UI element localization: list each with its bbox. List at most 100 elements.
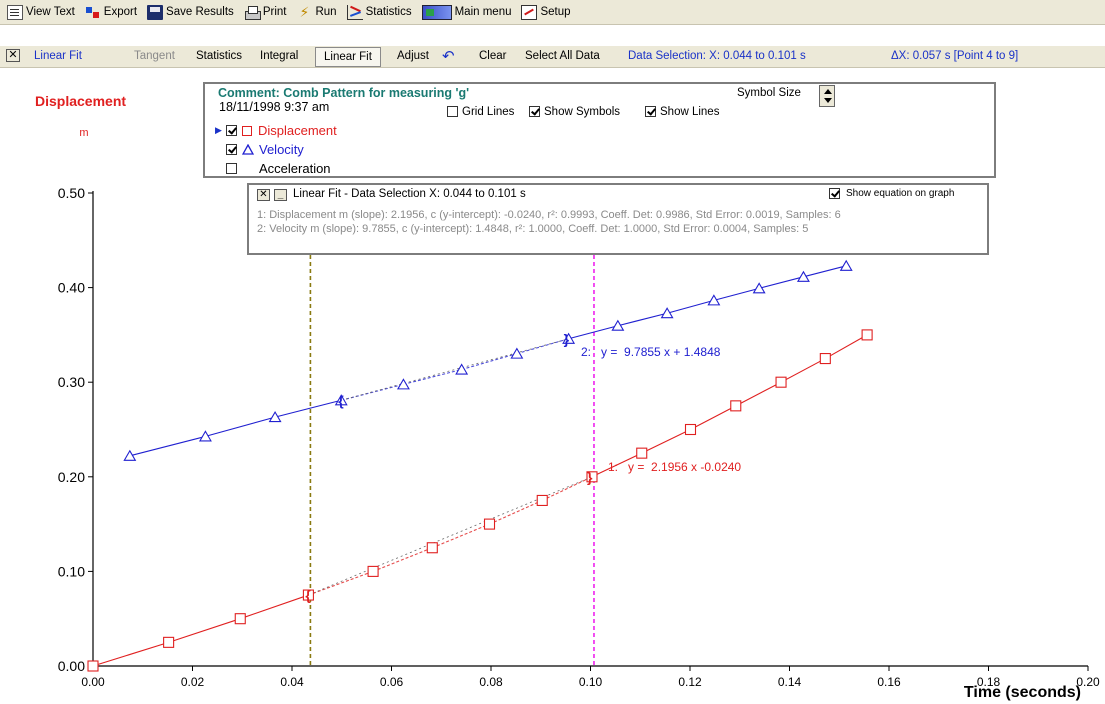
series-segment-2 — [617, 312, 668, 327]
setup-label: Setup — [540, 6, 571, 18]
velocity-point — [334, 394, 348, 406]
analysis-mode-label: Linear Fit — [34, 50, 82, 62]
x-tick-label: 0.12 — [678, 675, 702, 689]
displacement-legend-label: Displacement — [258, 123, 337, 138]
export-icon — [85, 5, 101, 20]
print-button[interactable]: Print — [241, 1, 294, 23]
setup-icon — [521, 4, 538, 20]
series-segment-1 — [591, 452, 642, 478]
save-icon — [147, 4, 164, 20]
undo-icon[interactable]: ↶ — [442, 48, 455, 65]
linear-fit-button[interactable]: Linear Fit — [315, 47, 381, 67]
show-equation-checkbox[interactable] — [829, 188, 840, 199]
y-tick-label: 0.20 — [58, 469, 85, 485]
grid-lines-checkbox[interactable] — [447, 106, 458, 118]
x-tick-label: 0.14 — [778, 675, 802, 689]
x-tick-label: 0.18 — [977, 675, 1001, 689]
run-button[interactable]: ⚡ Run — [293, 1, 343, 23]
triangle-marker-icon — [242, 144, 254, 155]
series-segment-1 — [240, 594, 309, 620]
legend-item-displacement[interactable]: ▶ Displacement — [215, 123, 337, 138]
show-symbols-option[interactable]: Show Symbols — [529, 106, 620, 118]
square-marker-icon — [242, 125, 252, 136]
fit-range-end-bracket: } — [587, 469, 593, 485]
selected-series-arrow-icon: ▶ — [215, 125, 222, 135]
statistics-icon — [346, 4, 363, 20]
show-symbols-checkbox[interactable] — [529, 106, 540, 118]
series-segment-1 — [308, 570, 374, 596]
displacement-point — [536, 494, 548, 507]
analysis-toolbar: ✕ Linear Fit Tangent Statistics Integral… — [0, 45, 1105, 68]
clear-button[interactable]: Clear — [479, 50, 507, 62]
main-menu-label: Main menu — [454, 6, 512, 18]
show-lines-checkbox[interactable] — [645, 106, 656, 118]
x-axis-title: Time (seconds) — [964, 684, 1081, 701]
show-equation-option[interactable]: Show equation on graph — [829, 188, 954, 199]
series-segment-2 — [461, 353, 518, 371]
show-lines-option[interactable]: Show Lines — [645, 106, 719, 118]
select-all-data-button[interactable]: Select All Data — [525, 50, 600, 62]
axes: 0.00 0.02 0.04 0.06 0.08 0.10 0.12 0.14 0.16 0.18… — [58, 185, 1100, 689]
series-segment-2 — [516, 338, 569, 355]
velocity-point — [752, 282, 766, 294]
minimize-fit-panel-button[interactable]: _ — [274, 189, 287, 201]
acceleration-checkbox[interactable] — [226, 163, 237, 174]
statistics-button[interactable]: Statistics — [344, 1, 419, 23]
grid-lines-option[interactable]: Grid Lines — [447, 106, 514, 118]
grid-lines-label: Grid Lines — [462, 106, 515, 118]
toolbar-spacer — [0, 26, 1105, 45]
save-results-button[interactable]: Save Results — [144, 1, 241, 23]
symbol-size-label: Symbol Size — [737, 87, 801, 99]
run-label: Run — [315, 6, 337, 18]
export-button[interactable]: Export — [82, 1, 144, 23]
export-label: Export — [103, 6, 138, 18]
statistics-label: Statistics — [365, 6, 412, 18]
displacement-point — [234, 613, 246, 625]
view-text-icon — [7, 4, 23, 20]
y-tick-label: 0.10 — [58, 563, 85, 579]
series-segment-2 — [274, 399, 342, 418]
legend-item-acceleration[interactable]: Acceleration — [215, 161, 331, 176]
series-segment-2 — [341, 383, 404, 401]
save-results-label: Save Results — [166, 6, 234, 18]
series-segment-1 — [372, 547, 433, 572]
fit-line-2 — [341, 338, 569, 401]
selection-cursors[interactable] — [309, 255, 595, 666]
velocity-point — [839, 259, 853, 271]
displacement-point — [87, 660, 99, 672]
linear-fit-panel: ✕ _ Linear Fit - Data Selection X: 0.044… — [247, 183, 989, 255]
x-tick-label: 0.00 — [81, 675, 105, 689]
main-menu-button[interactable]: Main menu — [419, 1, 519, 23]
displacement-checkbox[interactable] — [226, 125, 237, 136]
y-tick-label: 0.30 — [58, 374, 85, 390]
close-analysis-button[interactable]: ✕ — [6, 49, 20, 62]
x-tick-label: 0.16 — [877, 675, 901, 689]
x-tick-label: 0.04 — [280, 675, 304, 689]
adjust-button[interactable]: Adjust — [397, 50, 429, 62]
date-text: 18/11/1998 9:37 am — [219, 100, 330, 114]
close-fit-panel-button[interactable]: ✕ — [257, 189, 270, 201]
series-segment-1 — [735, 381, 782, 407]
velocity-point — [396, 378, 410, 390]
displacement-point — [163, 636, 175, 648]
x-tick-label: 0.06 — [380, 675, 404, 689]
series-segment-2 — [666, 299, 715, 314]
displacement-point — [775, 376, 787, 388]
setup-button[interactable]: Setup — [518, 1, 577, 23]
view-text-label: View Text — [26, 6, 75, 18]
legend-item-velocity[interactable]: Velocity — [215, 142, 304, 157]
statistics-tool-button[interactable]: Statistics — [196, 50, 243, 62]
integral-button[interactable]: Integral — [260, 50, 299, 62]
print-label: Print — [262, 6, 287, 18]
view-text-button[interactable]: View Text — [4, 1, 82, 23]
velocity-checkbox[interactable] — [226, 144, 237, 155]
displacement-point — [730, 400, 742, 412]
tangent-button[interactable]: Tangent — [134, 50, 175, 62]
fit-line-1 — [308, 476, 593, 596]
x-tick-label: 0.10 — [579, 675, 603, 689]
x-tick-label: 0.08 — [479, 675, 503, 689]
velocity-point — [455, 363, 469, 375]
series-segment-1 — [168, 618, 241, 643]
symbol-size-spinner[interactable] — [819, 85, 835, 107]
